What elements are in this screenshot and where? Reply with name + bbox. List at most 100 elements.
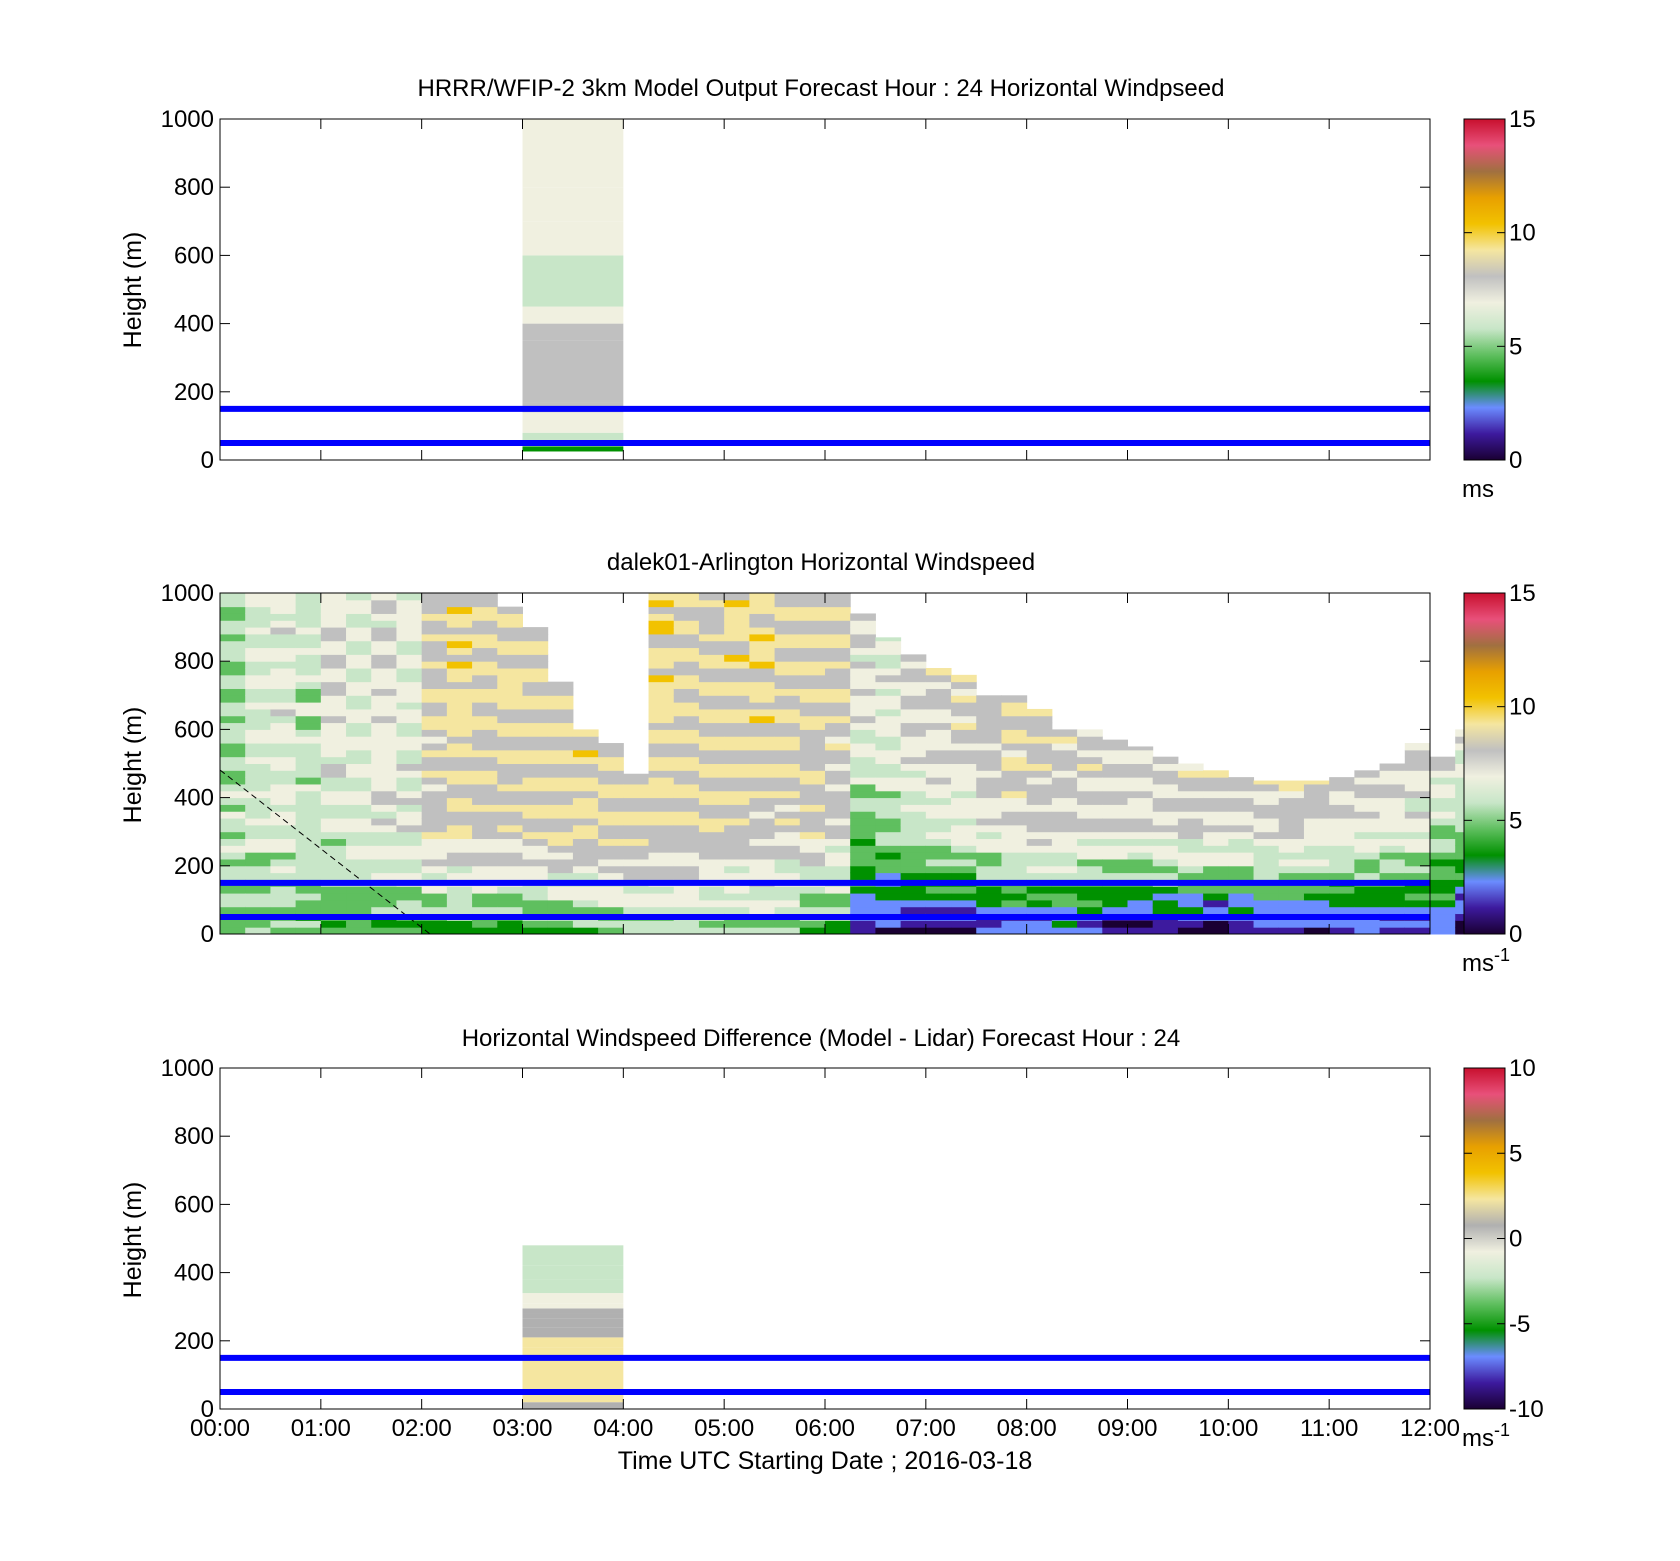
- heatmap-cell: [371, 824, 397, 833]
- heatmap-cell: [446, 668, 473, 676]
- heatmap-cell: [245, 783, 271, 792]
- heatmap-cell: [497, 906, 523, 915]
- heatmap-cell: [1303, 886, 1330, 894]
- heatmap-cell: [724, 613, 750, 621]
- heatmap-cell: [472, 824, 498, 833]
- heatmap-cell: [245, 613, 271, 621]
- y-axis-label: Height (m): [119, 1182, 147, 1299]
- heatmap-cell: [572, 811, 599, 819]
- heatmap-cell: [547, 811, 574, 819]
- heatmap-cell: [1404, 783, 1431, 792]
- heatmap-cell: [421, 695, 448, 703]
- heatmap-cell: [1152, 818, 1179, 826]
- heatmap-cell: [951, 906, 977, 915]
- heatmap-cell: [673, 790, 700, 799]
- heatmap-cell: [724, 743, 750, 751]
- heatmap-cell: [825, 872, 851, 880]
- heatmap-cell: [623, 886, 650, 894]
- heatmap-cell: [220, 831, 246, 840]
- heatmap-cell: [749, 797, 776, 805]
- heatmap-cell: [774, 783, 801, 792]
- heatmap-cell: [220, 627, 246, 635]
- heatmap-cell: [421, 783, 448, 792]
- heatmap-cell: [698, 599, 725, 608]
- heatmap-cell: [1127, 811, 1154, 819]
- heatmap-cell: [270, 920, 297, 928]
- heatmap-cell: [270, 599, 297, 608]
- heatmap-cell: [1253, 790, 1280, 799]
- colorbar-tick-label: 0: [1509, 921, 1522, 948]
- heatmap-cell: [572, 831, 599, 840]
- heatmap-cell: [497, 749, 523, 758]
- heatmap-cell: [623, 777, 650, 785]
- heatmap-cell: [1253, 927, 1280, 935]
- heatmap-cell: [825, 688, 851, 696]
- heatmap-cell: [220, 695, 246, 703]
- heatmap-cell: [497, 899, 523, 908]
- heatmap-cell: [875, 790, 902, 799]
- heatmap-cell: [749, 886, 776, 894]
- heatmap-cell: [547, 906, 574, 915]
- heatmap-cell: [774, 661, 801, 669]
- heatmap-cell: [1329, 783, 1355, 792]
- heatmap-cell: [774, 906, 801, 915]
- heatmap-cell: [1203, 865, 1229, 874]
- heatmap-cell: [396, 729, 423, 737]
- heatmap-cell: [850, 763, 876, 771]
- heatmap-cell: [623, 783, 650, 792]
- heatmap-cell: [1152, 872, 1179, 880]
- heatmap-cell: [446, 818, 473, 826]
- heatmap-cell: [472, 606, 498, 614]
- heatmap-cell: [522, 674, 549, 683]
- heatmap-cell: [472, 695, 498, 703]
- y-tick-label: 1000: [161, 1055, 214, 1082]
- heatmap-cell: [1379, 927, 1406, 935]
- heatmap-cell: [1001, 804, 1028, 812]
- heatmap-cell: [648, 927, 675, 935]
- heatmap-cell: [1253, 780, 1280, 785]
- colorbar-tick-label: 15: [1509, 580, 1536, 607]
- heatmap-cell: [1329, 927, 1355, 935]
- heatmap-cell: [547, 708, 574, 717]
- heatmap-cell: [799, 777, 826, 785]
- heatmap-cell: [1379, 797, 1406, 805]
- heatmap-cell: [951, 818, 977, 826]
- heatmap-cell: [396, 647, 423, 655]
- heatmap-cell: [446, 811, 473, 819]
- heatmap-cell: [598, 811, 624, 819]
- heatmap-cell: [724, 804, 750, 812]
- heatmap-cell: [1001, 899, 1028, 908]
- heatmap-cell: [1127, 858, 1154, 867]
- heatmap-cell: [1051, 899, 1078, 908]
- heatmap-cell: [270, 613, 297, 621]
- heatmap-cell: [1001, 770, 1028, 778]
- heatmap-cell: [396, 606, 423, 614]
- heatmap-cell: [421, 688, 448, 696]
- heatmap-cell: [799, 620, 826, 628]
- heatmap-cell: [1253, 852, 1280, 860]
- heatmap-cell: [648, 647, 675, 655]
- heatmap-cell: [245, 606, 271, 614]
- heatmap-cell: [522, 1308, 624, 1314]
- heatmap-cell: [547, 797, 574, 805]
- heatmap-cell: [648, 661, 675, 669]
- heatmap-cell: [295, 743, 322, 751]
- heatmap-cell: [245, 756, 271, 764]
- heatmap-cell: [825, 920, 851, 928]
- heatmap-cell: [749, 777, 776, 785]
- heatmap-cell: [673, 872, 700, 880]
- colorbar-tick-label: 0: [1509, 1226, 1522, 1253]
- heatmap-cell: [295, 872, 322, 880]
- heatmap-cell: [724, 702, 750, 710]
- heatmap-cell: [522, 1313, 624, 1319]
- heatmap-cell: [522, 1337, 624, 1348]
- heatmap-cell: [825, 824, 851, 833]
- heatmap-cell: [623, 893, 650, 901]
- heatmap-cell: [295, 633, 322, 642]
- heatmap-cell: [320, 852, 347, 860]
- heatmap-cell: [1228, 886, 1255, 894]
- heatmap-cell: [346, 749, 372, 758]
- heatmap-cell: [472, 661, 498, 669]
- heatmap-cell: [572, 770, 599, 778]
- heatmap-cell: [1127, 770, 1154, 778]
